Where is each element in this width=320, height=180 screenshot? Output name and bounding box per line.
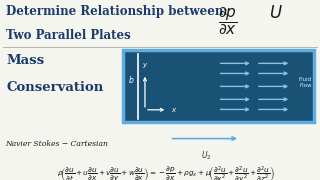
Text: $\dfrac{\partial p}{\partial x}$: $\dfrac{\partial p}{\partial x}$ [218, 5, 237, 37]
Text: $\mathit{U}$: $\mathit{U}$ [269, 5, 283, 22]
Text: Conservation: Conservation [6, 81, 104, 94]
Text: Determine Relationship between:: Determine Relationship between: [6, 5, 228, 18]
Text: Mass: Mass [6, 54, 44, 67]
Text: $b$: $b$ [128, 74, 134, 85]
Text: $U_2$: $U_2$ [201, 149, 212, 162]
Text: $x$: $x$ [171, 106, 178, 114]
Text: $y$: $y$ [142, 61, 148, 70]
Text: $\rho\!\left(\dfrac{\partial u}{\partial t}+u\dfrac{\partial u}{\partial x}+v\df: $\rho\!\left(\dfrac{\partial u}{\partial… [58, 164, 275, 180]
Text: Navier Stokes − Cartesian: Navier Stokes − Cartesian [5, 140, 108, 148]
Text: Two Parallel Plates: Two Parallel Plates [6, 29, 131, 42]
Text: Fluid
Flow: Fluid Flow [299, 77, 312, 88]
Bar [123, 50, 314, 122]
